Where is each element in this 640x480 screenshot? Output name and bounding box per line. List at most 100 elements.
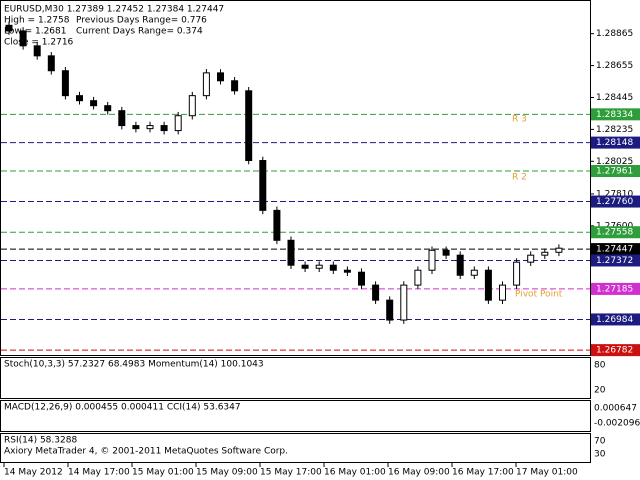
rsi-pane bbox=[0, 433, 591, 463]
candle-body bbox=[301, 264, 309, 269]
level-tag bbox=[591, 243, 640, 256]
info: Previous Days Range= 0.776 bbox=[76, 16, 207, 26]
indicator-tick: 20 bbox=[594, 386, 606, 396]
indicator-tick: -0.002096 bbox=[594, 419, 640, 429]
candle-body bbox=[513, 261, 521, 286]
y-tick-label: 1.28865 bbox=[596, 29, 633, 39]
indicator-title: MACD(12,26,9) 0.000455 0.000411 CCI(14) … bbox=[4, 403, 241, 413]
indicator-tick: 70 bbox=[594, 437, 606, 447]
indicator-title: RSI(14) 58.3288 bbox=[4, 436, 77, 446]
level-tag bbox=[591, 313, 640, 326]
macd-pane bbox=[0, 400, 591, 432]
level-label: 1.27447 bbox=[596, 245, 633, 255]
annotation: R 2 bbox=[512, 173, 527, 183]
candle-body bbox=[47, 55, 55, 72]
candle-body bbox=[499, 284, 506, 301]
level-tag bbox=[591, 226, 640, 239]
x-tick-label: 14 May 2012 bbox=[4, 468, 63, 478]
candle-body bbox=[329, 264, 337, 271]
candle-body bbox=[273, 209, 281, 241]
candle-body bbox=[484, 269, 492, 301]
level-label: 1.27558 bbox=[596, 228, 633, 238]
level-label: 1.27961 bbox=[596, 167, 633, 177]
candle-body bbox=[358, 271, 365, 286]
level-label: 1.28334 bbox=[596, 110, 633, 120]
x-tick-label: 15 May 09:00 bbox=[196, 468, 258, 478]
annotation: Pivot Point bbox=[515, 290, 563, 300]
candle-body bbox=[217, 72, 224, 82]
level-tag bbox=[591, 344, 640, 357]
candle-body bbox=[132, 125, 140, 130]
level-tag bbox=[591, 195, 640, 208]
info: Low = 1.2681 bbox=[4, 27, 66, 37]
info: Close = 1.2716 bbox=[4, 38, 74, 48]
y-tick-label: 1.28025 bbox=[596, 157, 633, 167]
level-label: 1.26984 bbox=[596, 315, 633, 325]
chart-title: EURUSD,M30 1.27389 1.27452 1.27384 1.274… bbox=[4, 5, 224, 15]
candle-body bbox=[76, 95, 83, 102]
indicator-tick: 0.000647 bbox=[594, 404, 637, 414]
indicator-tick: 80 bbox=[594, 361, 606, 371]
candle-body bbox=[442, 249, 450, 256]
candle-body bbox=[259, 160, 267, 211]
level-label: 1.27760 bbox=[596, 197, 633, 207]
candle-body bbox=[456, 254, 464, 276]
candle-body bbox=[90, 100, 98, 107]
candle-body bbox=[188, 95, 196, 117]
candle-body bbox=[160, 125, 168, 132]
y-tick-label: 1.28235 bbox=[596, 125, 633, 135]
x-tick-label: 16 May 09:00 bbox=[388, 468, 450, 478]
level-tag bbox=[591, 282, 640, 295]
level-tag bbox=[591, 254, 640, 267]
candle-body bbox=[174, 115, 182, 132]
level-label: 1.28148 bbox=[596, 138, 633, 148]
candle-body bbox=[5, 24, 13, 32]
candle-body bbox=[287, 239, 295, 266]
candle-body bbox=[33, 45, 41, 57]
level-tag bbox=[591, 136, 640, 149]
candle-body bbox=[414, 269, 422, 286]
level-label: 1.27372 bbox=[596, 256, 633, 266]
annotation: R 3 bbox=[512, 115, 527, 125]
candle-body bbox=[372, 284, 380, 301]
x-tick-label: 16 May 17:00 bbox=[452, 468, 514, 478]
y-tick-label: 1.28445 bbox=[596, 93, 633, 103]
info: Current Days Range= 0.374 bbox=[76, 27, 203, 37]
candle-body bbox=[61, 70, 69, 97]
candle-body bbox=[555, 247, 563, 253]
y-tick-label: 1.27810 bbox=[596, 189, 633, 199]
y-tick-label: 1.28655 bbox=[596, 61, 633, 71]
info: High = 1.2758 bbox=[4, 16, 70, 26]
candle-body bbox=[315, 264, 323, 269]
x-tick-label: 17 May 01:00 bbox=[516, 468, 578, 478]
candle-body bbox=[104, 105, 112, 112]
copyright: Axiory MetaTrader 4, © 2001-2011 MetaQuo… bbox=[4, 447, 288, 457]
candle-body bbox=[527, 254, 535, 263]
x-tick-label: 15 May 17:00 bbox=[260, 468, 322, 478]
candle-body bbox=[541, 251, 549, 256]
candle-body bbox=[470, 269, 478, 276]
candle-body bbox=[245, 90, 253, 162]
x-tick-label: 16 May 01:00 bbox=[324, 468, 386, 478]
main-pane bbox=[0, 0, 591, 356]
candle-body bbox=[428, 249, 436, 271]
level-label: 1.26782 bbox=[596, 346, 633, 356]
candle-body bbox=[343, 269, 351, 273]
indicator-title: Stoch(10,3,3) 57.2327 68.4983 Momentum(1… bbox=[4, 360, 264, 370]
x-tick-label: 15 May 01:00 bbox=[132, 468, 194, 478]
candle-body bbox=[231, 80, 239, 92]
candle-body bbox=[19, 30, 27, 47]
layer bbox=[1, 21, 590, 351]
stoch-pane bbox=[0, 357, 591, 399]
candle-body bbox=[202, 72, 210, 97]
candle-body bbox=[146, 125, 154, 130]
level-label: 1.27185 bbox=[596, 284, 633, 294]
candle-body bbox=[118, 110, 126, 127]
candle-body bbox=[400, 284, 408, 321]
level-tag bbox=[591, 108, 640, 121]
level-tag bbox=[591, 165, 640, 178]
indicator-tick: 30 bbox=[594, 450, 606, 460]
x-tick-label: 14 May 17:00 bbox=[68, 468, 130, 478]
candle-body bbox=[386, 299, 394, 321]
